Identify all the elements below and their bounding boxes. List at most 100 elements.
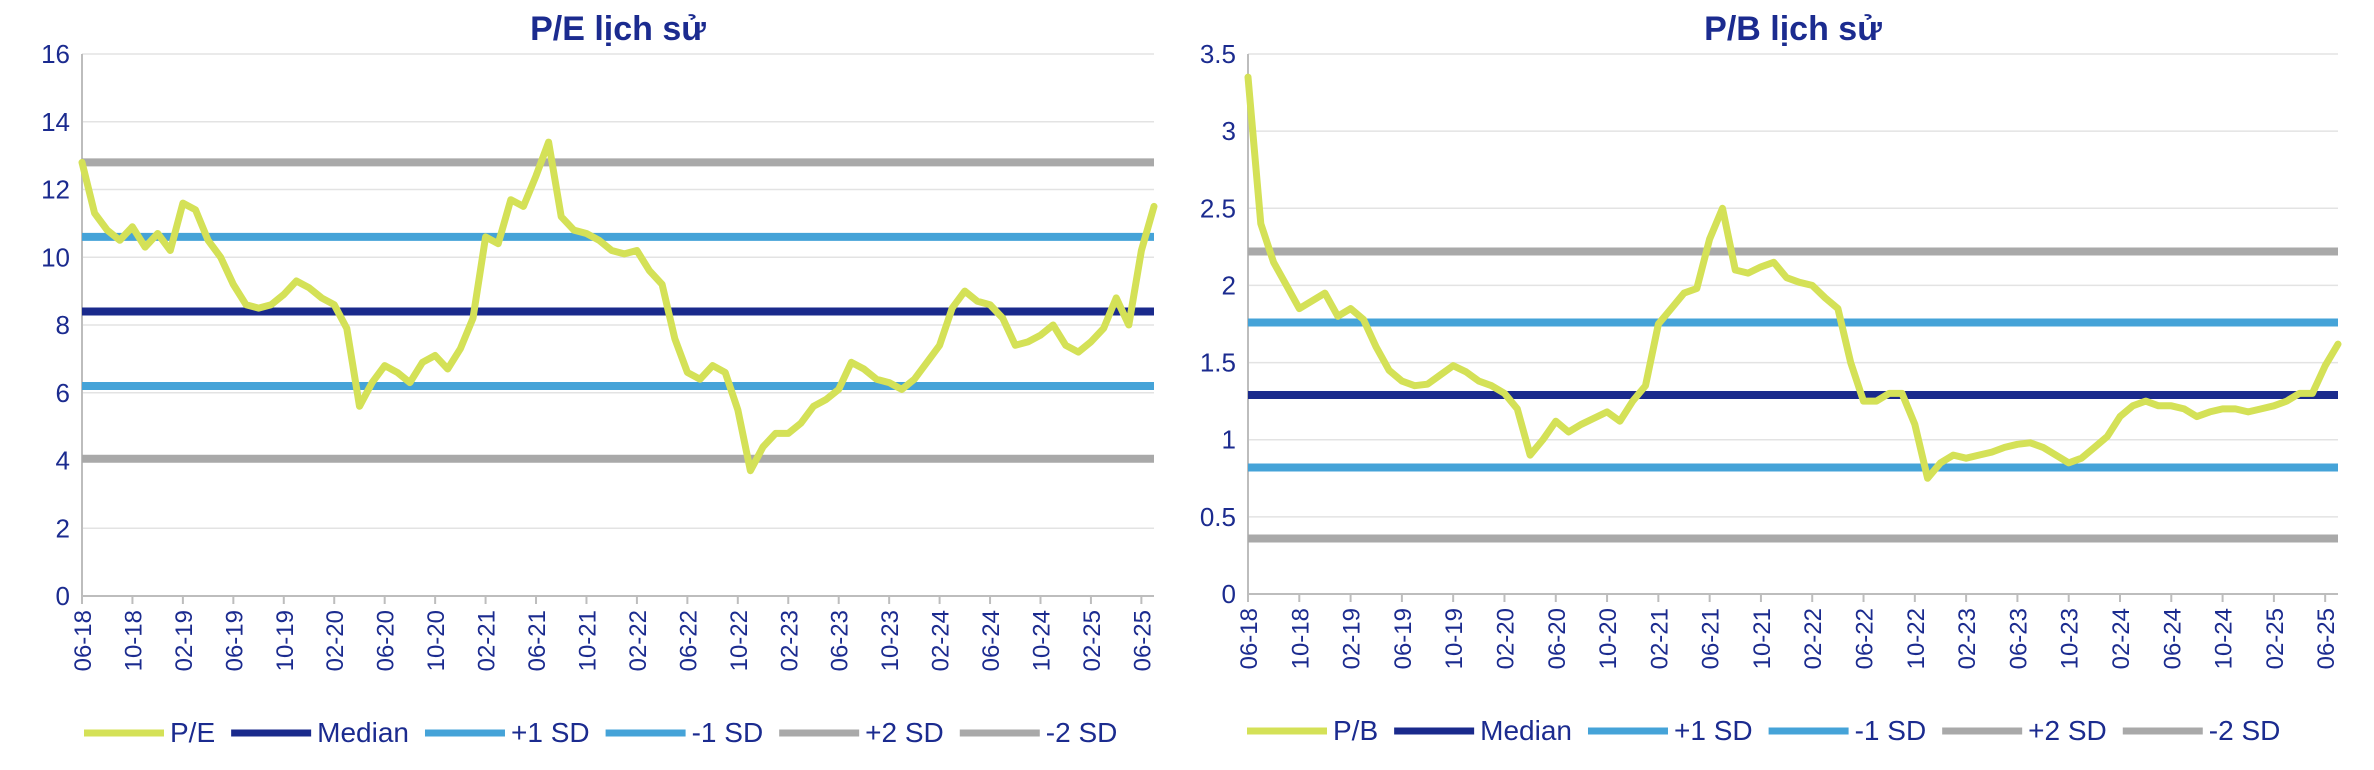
pe-legend-item: P/E bbox=[84, 717, 215, 748]
pb-x-tick-label: 06-24 bbox=[2159, 608, 2186, 669]
pe-legend-item: +2 SD bbox=[779, 717, 944, 748]
pb-x-axis: 06-18 10-18 02-19 06-19 10-19 02-20 06-20 10-20… bbox=[1236, 594, 2340, 669]
pe-x-tick-label: 06-22 bbox=[675, 610, 702, 671]
pb-legend-label: -2 SD bbox=[2209, 715, 2281, 746]
pb-x-tick-label: 06-20 bbox=[1544, 608, 1571, 669]
pe-legend-label: +1 SD bbox=[511, 717, 590, 748]
pe-y-tick-label: 6 bbox=[56, 378, 70, 408]
pe-x-tick-label: 02-22 bbox=[625, 610, 652, 671]
pb-data-points bbox=[1247, 77, 2339, 479]
pb-x-tick-label: 10-21 bbox=[1749, 608, 1776, 669]
pe-x-tick-label: 02-23 bbox=[776, 610, 803, 671]
pb-legend-item: -1 SD bbox=[1768, 715, 1927, 746]
pe-legend-item: -2 SD bbox=[959, 717, 1118, 748]
pe-y-tick-label: 0 bbox=[56, 581, 70, 611]
pe-main-series-line bbox=[78, 138, 1158, 475]
pe-x-tick-label: 10-19 bbox=[272, 610, 299, 671]
pe-chart-title: P/E lịch sử bbox=[530, 10, 706, 48]
pe-x-tick-label: 02-21 bbox=[474, 610, 501, 671]
pe-gridlines bbox=[82, 53, 1154, 597]
pb-x-tick-label: 10-19 bbox=[1441, 608, 1468, 669]
pb-legend-item: +2 SD bbox=[1942, 715, 2107, 746]
pb-x-tick-label: 10-24 bbox=[2211, 608, 2238, 669]
pb-x-tick-label: 06-18 bbox=[1236, 608, 1263, 669]
pb-legend-item: P/B bbox=[1247, 715, 1378, 746]
pe-x-tick-label: 10-23 bbox=[877, 610, 904, 671]
pe-legend-item: +1 SD bbox=[424, 717, 590, 748]
pe-legend-item: Median bbox=[231, 717, 409, 748]
pe-x-tick-label: 06-19 bbox=[221, 610, 248, 671]
pe-legend-label: -1 SD bbox=[692, 717, 764, 748]
pb-y-axis: 0 0.5 1 1.5 2 2.5 3 3.5 bbox=[1200, 39, 1236, 609]
pe-y-tick-label: 12 bbox=[41, 175, 70, 205]
pb-x-tick-label: 10-22 bbox=[1903, 608, 1930, 669]
pb-x-tick-label: 10-23 bbox=[2057, 608, 2084, 669]
pb-x-tick-label: 02-19 bbox=[1339, 608, 1366, 669]
pb-y-tick-label: 1 bbox=[1222, 425, 1236, 455]
pb-x-tick-label: 10-18 bbox=[1287, 608, 1314, 669]
pe-legend-item: -1 SD bbox=[605, 717, 764, 748]
pe-x-tick-label: 10-24 bbox=[1028, 610, 1055, 671]
pb-x-tick-label: 06-21 bbox=[1698, 608, 1725, 669]
pb-x-tick-label: 06-19 bbox=[1390, 608, 1417, 669]
pe-x-tick-label: 06-23 bbox=[827, 610, 854, 671]
pb-y-tick-label: 1.5 bbox=[1200, 348, 1236, 378]
pe-y-tick-label: 10 bbox=[41, 242, 70, 272]
pb-x-tick-label: 02-21 bbox=[1646, 608, 1673, 669]
pb-y-tick-label: 2 bbox=[1222, 270, 1236, 300]
pe-x-tick-label: 06-25 bbox=[1129, 610, 1156, 671]
pb-x-tick-label: 02-25 bbox=[2262, 608, 2289, 669]
pe-y-tick-label: 14 bbox=[41, 107, 70, 137]
pb-x-tick-label: 02-24 bbox=[2108, 608, 2135, 669]
pb-x-tick-label: 06-22 bbox=[1852, 608, 1879, 669]
pe-x-tick-label: 02-20 bbox=[322, 610, 349, 671]
pb-y-tick-label: 3 bbox=[1222, 116, 1236, 146]
pe-x-tick-label: 02-25 bbox=[1079, 610, 1106, 671]
pe-x-tick-label: 02-19 bbox=[171, 610, 198, 671]
pb-x-tick-label: 06-23 bbox=[2005, 608, 2032, 669]
pe-x-tick-label: 06-24 bbox=[978, 610, 1005, 671]
pe-legend-label: -2 SD bbox=[1046, 717, 1118, 748]
pe-x-tick-label: 10-18 bbox=[120, 610, 147, 671]
pe-y-tick-label: 16 bbox=[41, 39, 70, 69]
pe-legend-label: Median bbox=[317, 717, 409, 748]
pb-legend-label: P/B bbox=[1333, 715, 1378, 746]
pe-legend-label: P/E bbox=[170, 717, 215, 748]
pe-x-tick-label: 06-21 bbox=[524, 610, 551, 671]
pb-legend: P/B Median +1 SD -1 SD +2 SD -2 SD bbox=[1247, 715, 2280, 746]
pb-legend-label: +1 SD bbox=[1674, 715, 1753, 746]
pe-y-axis: 0 2 4 6 8 10 12 14 16 bbox=[41, 39, 70, 611]
pb-x-tick-label: 02-22 bbox=[1800, 608, 1827, 669]
pb-legend-label: -1 SD bbox=[1855, 715, 1927, 746]
pb-chart: P/B lịch sử 0 0.5 1 1.5 2 2.5 3 3.5 06-18 10-18 02-… bbox=[1200, 10, 2342, 746]
pe-x-tick-label: 02-24 bbox=[928, 610, 955, 671]
pe-y-tick-label: 8 bbox=[56, 310, 70, 340]
pb-y-tick-label: 2.5 bbox=[1200, 193, 1236, 223]
pe-x-axis: 06-18 10-18 02-19 06-19 10-19 02-20 06-20 10-20… bbox=[70, 596, 1156, 671]
pb-legend-item: Median bbox=[1394, 715, 1572, 746]
pe-x-tick-label: 10-21 bbox=[574, 610, 601, 671]
pe-x-tick-label: 06-18 bbox=[70, 610, 97, 671]
pb-legend-item: -2 SD bbox=[2122, 715, 2281, 746]
pb-x-tick-label: 02-20 bbox=[1492, 608, 1519, 669]
pe-y-tick-label: 2 bbox=[56, 513, 70, 543]
pe-legend: P/E Median +1 SD -1 SD +2 SD -2 SD bbox=[84, 717, 1117, 748]
pb-legend-item: +1 SD bbox=[1587, 715, 1753, 746]
pe-x-tick-label: 10-22 bbox=[726, 610, 753, 671]
pe-y-tick-label: 4 bbox=[56, 446, 70, 476]
pe-data-points bbox=[81, 142, 1155, 471]
pb-legend-label: Median bbox=[1480, 715, 1572, 746]
pb-x-tick-label: 10-20 bbox=[1595, 608, 1622, 669]
pb-y-tick-label: 0 bbox=[1222, 579, 1236, 609]
pb-y-tick-label: 3.5 bbox=[1200, 39, 1236, 69]
pb-x-tick-label: 06-25 bbox=[2313, 608, 2340, 669]
pe-legend-label: +2 SD bbox=[865, 717, 944, 748]
pb-chart-title: P/B lịch sử bbox=[1704, 10, 1882, 48]
pb-main-series-line bbox=[1244, 73, 2342, 482]
pb-x-tick-label: 02-23 bbox=[1954, 608, 1981, 669]
pe-x-tick-label: 10-20 bbox=[423, 610, 450, 671]
pb-legend-label: +2 SD bbox=[2028, 715, 2107, 746]
pe-x-tick-label: 06-20 bbox=[373, 610, 400, 671]
pb-y-tick-label: 0.5 bbox=[1200, 502, 1236, 532]
